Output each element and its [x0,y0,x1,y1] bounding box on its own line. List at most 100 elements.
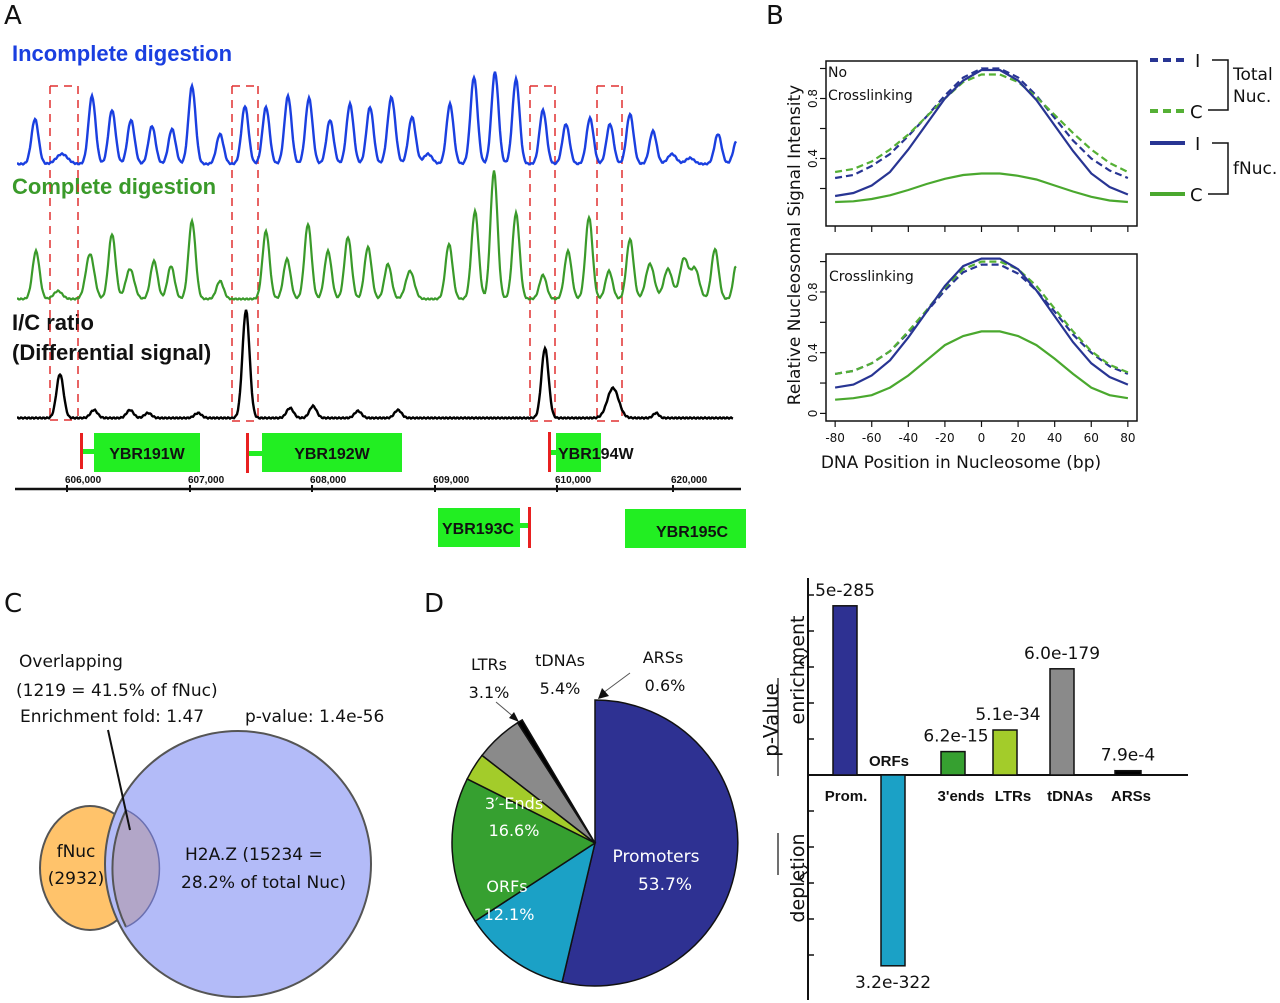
highlight-regions [49,85,623,422]
y-tick-label: 0.8 [806,89,820,108]
x-tick-label: -80 [825,431,845,445]
gene-YBR193C: YBR193C [438,507,531,548]
y-tick-label: 0.8 [806,282,820,301]
h2az-label-line1: H2A.Z (15234 = [185,845,323,865]
bar-chart: Prom. 5e-285 ORFs 3.2e-322 3'ends 6.2e-15 LTRs… [799,578,1188,1000]
overlap-label-line2: (1219 = 41.5% of fNuc) [16,681,218,701]
pie-slice [561,699,739,987]
x-axis-label: DNA Position in Nucleosome (bp) [821,453,1101,473]
tss-marker [80,433,83,469]
gene-connector [551,450,557,455]
series-line [834,257,1129,389]
panel-b-letter: B [766,1,784,31]
ratio-label-line1: I/C ratio [12,310,94,335]
legend-label-fnuc-i: I [1195,134,1200,155]
bar-value-label: 3.2e-322 [855,973,931,993]
ratio-label-line2: (Differential signal) [12,340,211,365]
highlight-box [49,85,79,421]
legend-bracket-fnuc [1208,142,1229,195]
pie-pct-3ends: 16.6% [489,821,540,840]
series-line [834,260,1129,375]
bar-y-label: p-Value [759,683,783,757]
x-tick-label: 20 [1010,431,1025,445]
x-tick-label: 80 [1120,431,1135,445]
gene-box [94,433,200,472]
gene-connector [249,451,263,456]
line-chart-crosslinking: 0 0.4 0.8 -80 -60 -40 -20 0 20 40 60 80 Crosslinking [806,253,1138,445]
panel-c-letter: C [4,589,22,619]
bar-category-label: ORFs [869,753,909,770]
bar [1049,668,1075,776]
pie-slice [474,841,597,984]
gene-YBR192W: YBR192W [246,433,402,473]
tss-marker [548,432,551,472]
y-axis-label: Relative Nucleosomal Signal Intensity [785,85,805,405]
bar-y-label-depletion: depletion [787,833,809,922]
gene-box [438,508,520,547]
pie-labels: LTRs 3.1% tDNAs 5.4% ARSs 0.6% 3′-Ends 1… [469,648,700,924]
chart-title: No [828,65,847,81]
axis-tick-label: 606,000 [65,475,102,486]
x-tick-label: -40 [899,431,919,445]
panel-d-letter: D [424,589,444,619]
pie-slice [516,718,596,844]
complete-digestion-trace [17,170,737,301]
axis-tick-label: 607,000 [188,475,225,486]
fnuc-label: fNuc [57,842,96,862]
legend-group-total-line1: Total [1232,65,1273,85]
pie-pct-promoters: 53.7% [638,875,692,895]
bar-value-label: 7.9e-4 [1101,746,1155,766]
arss-pointer [602,672,631,694]
pie-slice [451,777,597,923]
x-tick-label: 0 [978,431,986,445]
chart-title: Crosslinking [828,88,913,104]
series-line [834,73,1129,174]
gene-label: YBR193C [442,521,514,538]
bar [1114,769,1142,776]
bar-value-label: 5.1e-34 [975,705,1040,725]
highlight-box [596,85,623,422]
x-tick-label: -60 [862,431,882,445]
legend-label-total-i: I [1195,51,1200,72]
series-line [834,263,1129,375]
tss-marker [246,433,249,473]
pie-pct-arss: 0.6% [645,676,686,695]
enrichment-fold: Enrichment fold: 1.47 [20,707,204,727]
axis-tick-label: 608,000 [310,475,347,486]
axis-tick-label: 610,000 [555,475,592,486]
bar-value-label: 6.2e-15 [923,727,988,747]
y-tick-label: 0.4 [806,343,820,362]
gene-connector [83,449,95,454]
line-chart-no-crosslinking: 0.4 0.8 No Crosslinking [806,60,1138,232]
gene-YBR191W: YBR191W [80,433,200,472]
pie-label-tdnas: tDNAs [535,651,585,670]
y-tick-label: 0 [806,410,820,418]
bar-category-label: tDNAs [1047,788,1093,805]
h2az-label-line2: 28.2% of total Nuc) [181,873,346,893]
legend-label-fnuc-c: C [1190,185,1203,206]
pie-label-promoters: Promoters [613,847,700,867]
gene-box [625,509,746,548]
bar [832,605,858,776]
gene-connector [519,523,529,528]
pie-pct-orfs: 12.1% [484,905,535,924]
series-line [835,330,1129,401]
pie-label-ltrs: LTRs [471,655,507,674]
gene-label: YBR195C [656,524,728,541]
gene-label: YBR194W [558,446,634,463]
legend-group-fnuc: fNuc. [1233,159,1277,179]
fnuc-count: (2932) [48,869,105,889]
chart-title: Crosslinking [829,269,914,285]
venn-h2az-edge [111,809,127,928]
gene-label: YBR192W [294,446,370,463]
bar [940,750,966,776]
axis-break [799,865,809,883]
pie-pct-ltrs: 3.1% [469,683,510,702]
venn-fnuc-edge [125,809,161,928]
pie-label-arss: ARSs [643,648,684,667]
incomplete-digestion-label: Incomplete digestion [12,41,232,66]
overlap-pointer-line [107,729,131,831]
bar-category-label: Prom. [825,788,868,805]
x-tick-label: 40 [1047,431,1062,445]
